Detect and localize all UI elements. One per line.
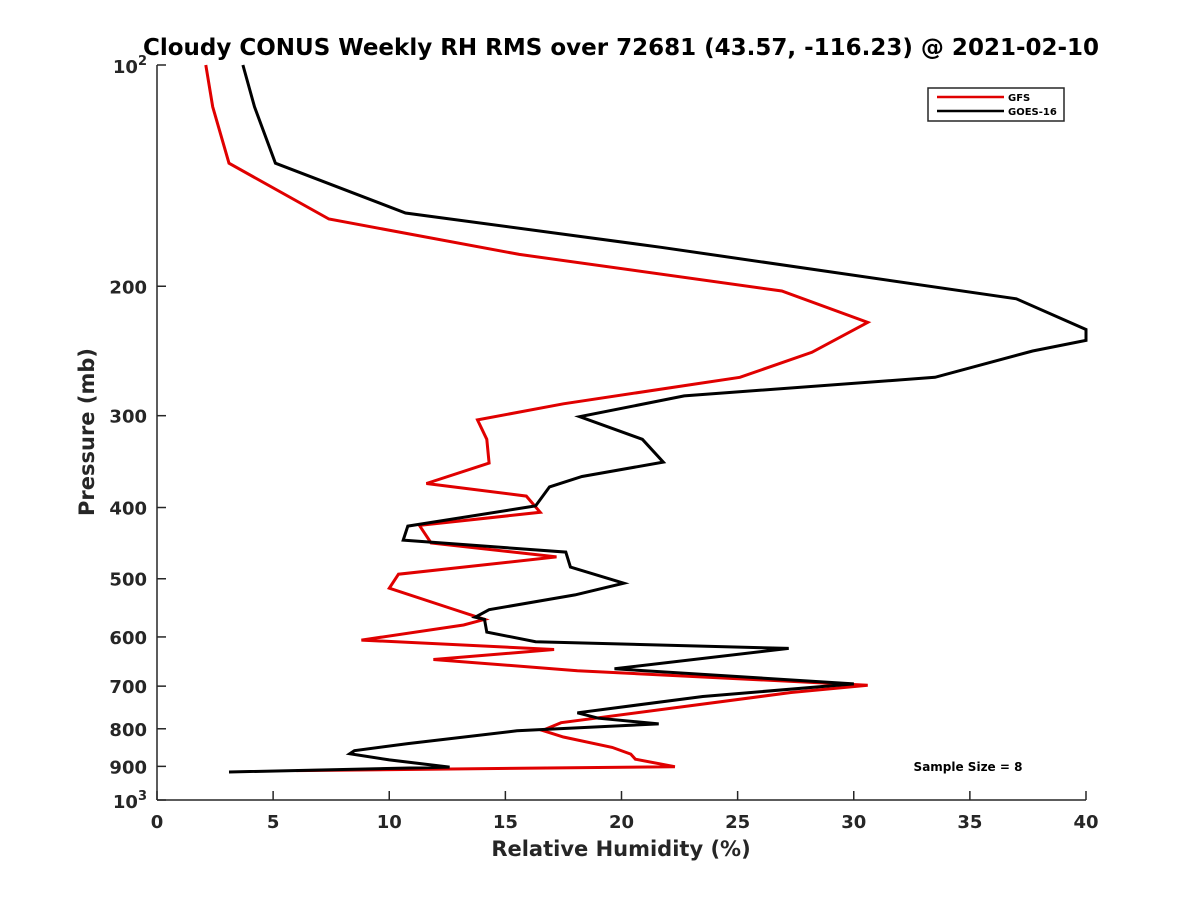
y-tick-label: 900: [109, 757, 147, 778]
y-tick-label: 400: [109, 499, 147, 520]
x-tick-label: 35: [957, 812, 982, 833]
y-tick-label: 300: [109, 407, 147, 428]
x-tick-label: 30: [841, 812, 866, 833]
plot-area: [204, 64, 1088, 774]
y-tick-label: 600: [109, 628, 147, 649]
x-tick-label: 40: [1073, 812, 1098, 833]
x-tick-label: 5: [267, 812, 280, 833]
chart-title: Cloudy CONUS Weekly RH RMS over 72681 (4…: [143, 35, 1099, 61]
x-tick-label: 10: [377, 812, 402, 833]
y-tick-label: 800: [109, 720, 147, 741]
x-axis-label: Relative Humidity (%): [491, 837, 750, 861]
x-tick-label: 15: [493, 812, 518, 833]
y-ticks: 200 300 400 500 600 700 800 900 102 103: [109, 54, 166, 813]
x-ticks: 0 5 10 15 20 25 30 35 40: [151, 791, 1099, 833]
y-decade-label: 102: [113, 54, 147, 78]
x-tick-label: 20: [609, 812, 634, 833]
y-tick-label: 700: [109, 677, 147, 698]
x-tick-label: 25: [725, 812, 750, 833]
legend-label-gfs: GFS: [1008, 93, 1030, 104]
y-axis-label: Pressure (mb): [75, 348, 99, 516]
y-tick-label: 200: [109, 277, 147, 298]
legend-label-goes16: GOES-16: [1008, 107, 1057, 118]
y-decade-label: 103: [113, 789, 147, 813]
series-line-goes16: [228, 64, 1088, 774]
series-line-gfs: [204, 64, 872, 773]
x-tick-label: 0: [151, 812, 164, 833]
legend: GFS GOES-16: [927, 87, 1065, 122]
sample-size-annotation: Sample Size = 8: [914, 760, 1023, 774]
legend-box: [927, 87, 1065, 122]
y-tick-label: 500: [109, 570, 147, 591]
